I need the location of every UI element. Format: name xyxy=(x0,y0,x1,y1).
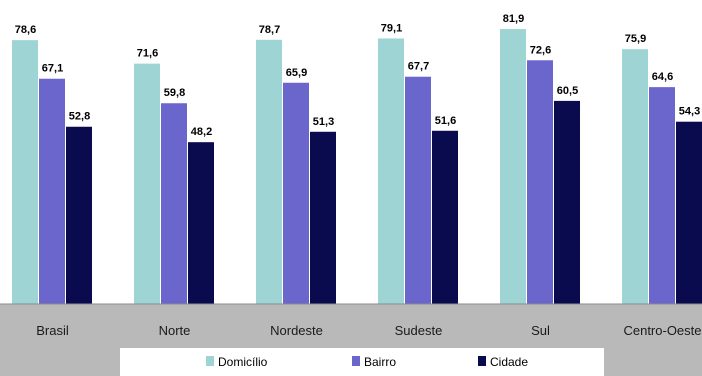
value-label: 67,7 xyxy=(408,61,429,73)
bar-cidade-nordeste xyxy=(310,131,336,304)
value-label: 54,3 xyxy=(679,106,700,118)
value-label: 51,3 xyxy=(313,116,334,128)
legend: Domicílio Bairro Cidade xyxy=(120,348,604,376)
bars-group xyxy=(12,29,702,305)
bar-cidade-brasil xyxy=(66,126,92,304)
bar-bairro-sudeste xyxy=(405,76,431,304)
bar-bairro-sul xyxy=(527,60,553,305)
category-labels-group: Brasil Norte Nordeste Sudeste Sul Centro-Oest… xyxy=(36,323,701,338)
bar-domiclio-sul xyxy=(500,29,526,305)
bar-domiclio-brasil xyxy=(12,40,38,304)
value-label: 65,9 xyxy=(286,67,307,79)
value-labels-group: 78,6 67,1 52,8 71,6 59,8 48,2 78,7 65,9 51,3 79,1… xyxy=(15,13,700,138)
bar-cidade-centrooeste xyxy=(676,121,702,304)
value-label: 75,9 xyxy=(625,33,646,45)
legend-label: Domicílio xyxy=(218,355,268,369)
value-label: 67,1 xyxy=(42,63,63,75)
bar-bairro-brasil xyxy=(39,78,65,304)
value-label: 48,2 xyxy=(191,126,212,138)
value-label: 51,6 xyxy=(435,115,456,127)
category-label: Nordeste xyxy=(270,323,323,338)
bar-domiclio-nordeste xyxy=(256,39,282,305)
category-label: Norte xyxy=(159,323,191,338)
bar-domiclio-sudeste xyxy=(378,38,404,304)
bar-bairro-nordeste xyxy=(283,82,309,304)
value-label: 52,8 xyxy=(69,111,90,123)
bar-cidade-sul xyxy=(554,100,580,305)
bar-cidade-sudeste xyxy=(432,130,458,304)
bar-cidade-norte xyxy=(188,142,214,304)
value-label: 78,6 xyxy=(15,24,36,36)
legend-box xyxy=(120,348,604,376)
bar-bairro-norte xyxy=(161,103,187,304)
bar-domiclio-centrooeste xyxy=(622,49,648,304)
legend-swatch xyxy=(478,356,486,366)
value-label: 59,8 xyxy=(164,87,185,99)
value-label: 72,6 xyxy=(530,44,551,56)
legend-swatch xyxy=(206,356,214,366)
category-label: Brasil xyxy=(36,323,69,338)
value-label: 79,1 xyxy=(381,22,402,34)
bar-domiclio-norte xyxy=(134,63,160,304)
bar-bairro-centrooeste xyxy=(649,87,675,304)
value-label: 71,6 xyxy=(137,48,158,60)
category-label: Centro-Oeste xyxy=(623,323,701,338)
category-label: Sul xyxy=(531,323,550,338)
legend-label: Bairro xyxy=(364,355,396,369)
value-label: 64,6 xyxy=(652,71,673,83)
legend-label: Cidade xyxy=(490,355,528,369)
value-label: 78,7 xyxy=(259,24,280,36)
value-label: 81,9 xyxy=(503,13,524,25)
legend-swatch xyxy=(352,356,360,366)
value-label: 60,5 xyxy=(557,85,578,97)
category-label: Sudeste xyxy=(395,323,443,338)
